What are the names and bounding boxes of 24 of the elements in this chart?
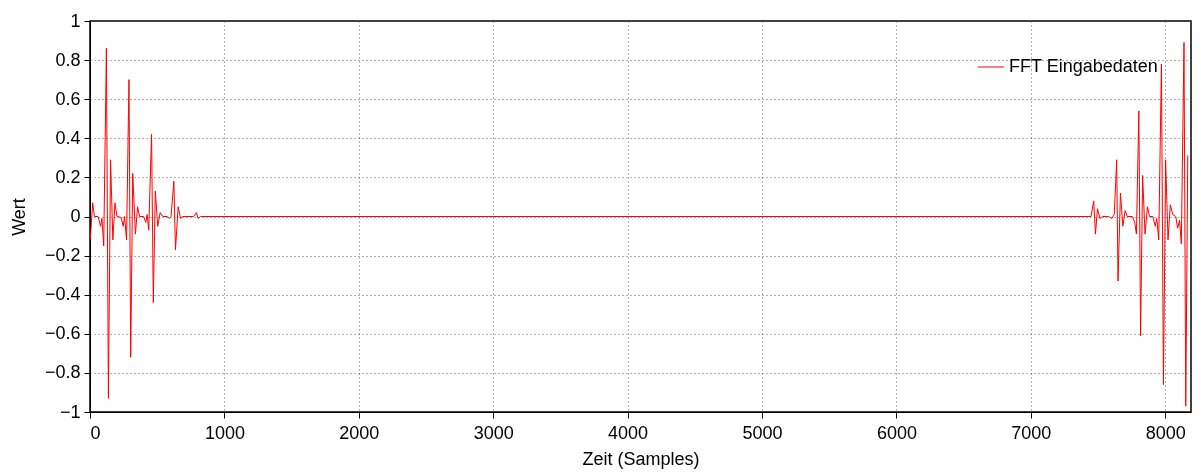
- y-tick-label: 0.8: [55, 49, 81, 70]
- y-tick-label: 0.2: [55, 166, 81, 187]
- y-axis-title: Wert: [8, 198, 29, 236]
- x-tick-label: 8000: [1145, 422, 1186, 443]
- x-tick-label: 4000: [608, 422, 649, 443]
- x-tick-label: 7000: [1011, 422, 1052, 443]
- x-tick-label: 0: [90, 422, 101, 443]
- y-tick-label: 0: [70, 206, 81, 226]
- y-tick-label: 1: [70, 10, 81, 31]
- y-tick-label: −0.2: [44, 245, 81, 266]
- y-tick-label: 0.4: [55, 127, 81, 148]
- x-tick-label: 5000: [742, 422, 783, 443]
- y-tick-label: −1: [59, 401, 81, 422]
- x-tick-label: 3000: [473, 422, 514, 443]
- line-series: [90, 42, 1189, 407]
- legend-label: FFT Eingabedaten: [1009, 56, 1158, 76]
- x-axis-title: Zeit (Samples): [582, 448, 700, 469]
- x-tick-label: 2000: [339, 422, 380, 443]
- y-tick-label: −0.6: [44, 323, 81, 344]
- y-tick-label: −0.4: [44, 284, 81, 305]
- y-tick-label: 0.6: [55, 88, 81, 109]
- x-tick-label: 6000: [876, 422, 917, 443]
- x-tick-label: 1000: [204, 422, 245, 443]
- y-tick-label: −0.8: [44, 362, 81, 383]
